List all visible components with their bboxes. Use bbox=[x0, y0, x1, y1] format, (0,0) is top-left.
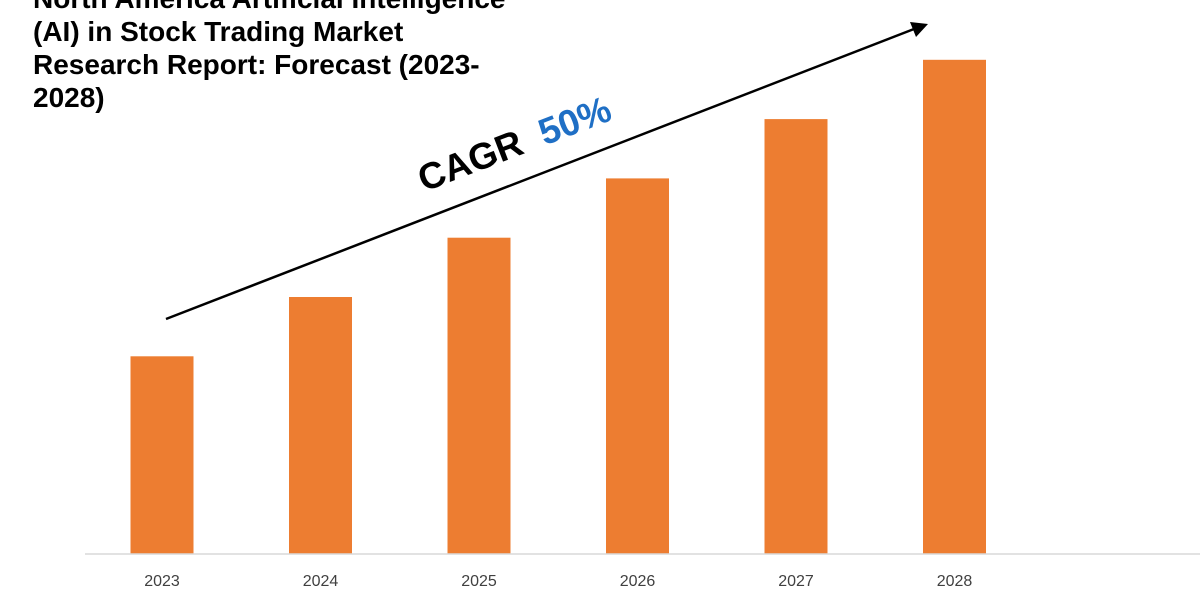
title-line-3: Research Report: Forecast (2023- bbox=[33, 49, 480, 80]
bar-2024 bbox=[289, 297, 352, 554]
trend-arrow bbox=[165, 22, 928, 321]
title-line-2: (AI) in Stock Trading Market bbox=[33, 16, 404, 47]
x-tick-label-2025: 2025 bbox=[461, 573, 497, 590]
cagr-label: CAGR bbox=[412, 122, 528, 199]
chart-title: North America Artificial Intelligence (A… bbox=[33, 0, 553, 114]
bar-2023 bbox=[130, 356, 194, 554]
bar-2027 bbox=[764, 119, 828, 554]
cagr-value: 50% bbox=[533, 88, 617, 153]
trend-arrow-line bbox=[165, 27, 915, 321]
x-tick-label-2026: 2026 bbox=[620, 573, 656, 590]
x-tick-label-2027: 2027 bbox=[778, 573, 814, 590]
title-line-4: 2028) bbox=[33, 82, 105, 113]
bar-2025 bbox=[447, 237, 511, 554]
bar-2028 bbox=[923, 59, 986, 555]
x-tick-label-2024: 2024 bbox=[303, 573, 339, 590]
bar-2026 bbox=[606, 178, 669, 554]
title-line-1: North America Artificial Intelligence bbox=[33, 0, 553, 15]
x-tick-label-2023: 2023 bbox=[144, 573, 180, 590]
bar-series bbox=[130, 59, 986, 555]
x-tick-label-2028: 2028 bbox=[937, 573, 973, 590]
x-tick-labels: 2023 2024 2025 2026 2027 2028 bbox=[144, 573, 972, 590]
trend-arrow-head bbox=[910, 22, 928, 37]
